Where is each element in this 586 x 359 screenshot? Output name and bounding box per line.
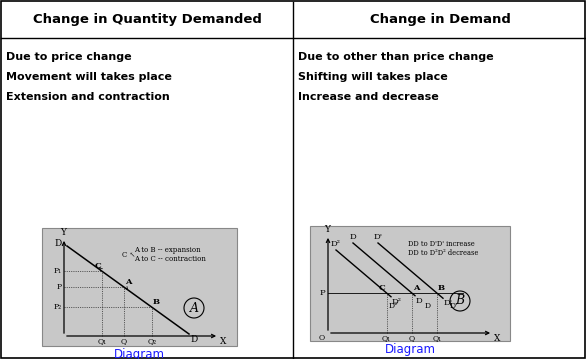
Text: X: X <box>494 334 500 343</box>
Circle shape <box>450 291 470 311</box>
Text: Extension and contraction: Extension and contraction <box>6 92 170 102</box>
Text: D: D <box>190 335 197 344</box>
Text: C ↖: C ↖ <box>122 251 135 259</box>
Text: Diagram: Diagram <box>114 348 165 359</box>
Text: A: A <box>189 302 199 314</box>
Text: B: B <box>438 284 445 292</box>
Text: Increase and decrease: Increase and decrease <box>298 92 439 102</box>
Text: D²: D² <box>331 240 341 248</box>
Text: P: P <box>57 283 62 291</box>
Text: Q₂: Q₂ <box>148 337 156 345</box>
Text: B: B <box>153 298 160 306</box>
Text: Q₁: Q₁ <box>432 334 441 342</box>
Text: Q: Q <box>121 337 127 345</box>
Text: D²: D² <box>389 302 397 310</box>
Text: A to B -- expansion: A to B -- expansion <box>134 246 200 254</box>
Text: P₁: P₁ <box>54 267 62 275</box>
Circle shape <box>184 298 204 318</box>
Text: P: P <box>319 289 325 297</box>
Text: Movement will takes place: Movement will takes place <box>6 72 172 82</box>
Text: Y: Y <box>60 228 66 237</box>
Text: X: X <box>220 337 226 346</box>
Text: A: A <box>413 284 420 292</box>
Text: D: D <box>416 297 423 305</box>
Text: D': D' <box>373 233 383 241</box>
Text: D: D <box>425 302 431 310</box>
Text: D': D' <box>449 302 458 310</box>
Text: A: A <box>125 278 131 286</box>
Text: Q: Q <box>409 334 415 342</box>
Text: Change in Demand: Change in Demand <box>370 14 510 27</box>
Text: Q₁: Q₁ <box>97 337 107 345</box>
Text: C: C <box>94 262 101 270</box>
Text: Diagram: Diagram <box>384 343 435 356</box>
Text: Y: Y <box>324 225 330 234</box>
Text: P₂: P₂ <box>54 303 62 311</box>
Text: Due to other than price change: Due to other than price change <box>298 52 493 62</box>
Text: B: B <box>455 294 465 308</box>
Text: DD to D²D² decrease: DD to D²D² decrease <box>408 249 478 257</box>
Text: O: O <box>319 334 325 342</box>
Text: D²: D² <box>392 298 402 306</box>
Text: Shifting will takes place: Shifting will takes place <box>298 72 448 82</box>
Text: D: D <box>54 239 62 248</box>
Text: DD to D'D' increase: DD to D'D' increase <box>408 240 475 248</box>
Bar <box>42 228 237 346</box>
Text: Q₁: Q₁ <box>382 334 391 342</box>
Text: A to C -- contraction: A to C -- contraction <box>134 255 206 263</box>
Bar <box>310 226 510 341</box>
Text: Change in Quantity Demanded: Change in Quantity Demanded <box>33 14 261 27</box>
Text: Due to price change: Due to price change <box>6 52 132 62</box>
Text: D: D <box>350 233 356 241</box>
Text: C: C <box>379 284 386 292</box>
Text: D': D' <box>444 299 453 307</box>
